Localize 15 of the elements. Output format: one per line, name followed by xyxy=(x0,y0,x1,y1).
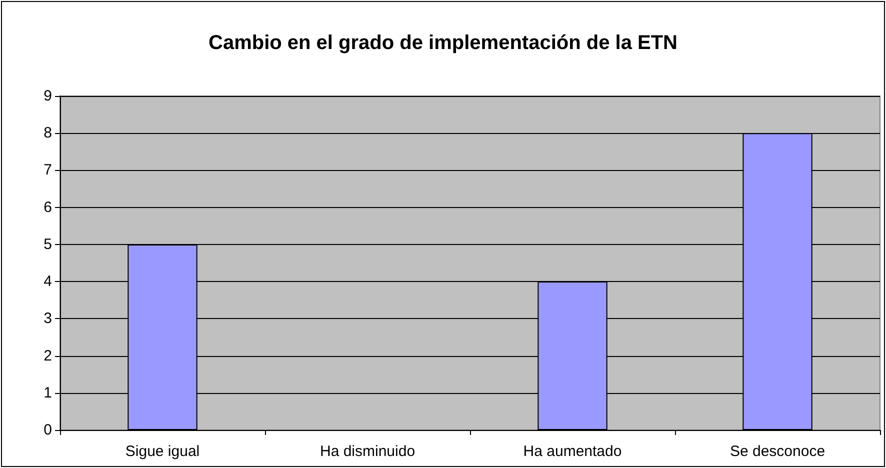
y-tick-label: 0 xyxy=(44,422,52,438)
y-tick-label: 2 xyxy=(44,347,52,364)
y-tick-label: 5 xyxy=(44,236,52,253)
x-tick-label: Ha aumentado xyxy=(523,443,622,460)
x-tick-label: Se desconoce xyxy=(730,443,826,460)
y-tick-label: 8 xyxy=(44,124,52,142)
y-tick-label: 6 xyxy=(44,198,52,216)
y-tick-label: 4 xyxy=(44,273,52,290)
y-tick-label: 9 xyxy=(44,88,52,104)
y-tick-label: 7 xyxy=(44,162,52,179)
x-tick-label: Sigue igual xyxy=(125,443,200,460)
chart-title: Cambio en el grado de implementación de la ETN xyxy=(208,32,678,54)
x-tick-label: Ha disminuido xyxy=(320,443,416,460)
y-tick-label: 1 xyxy=(44,384,52,402)
y-tick-label: 3 xyxy=(44,310,52,328)
